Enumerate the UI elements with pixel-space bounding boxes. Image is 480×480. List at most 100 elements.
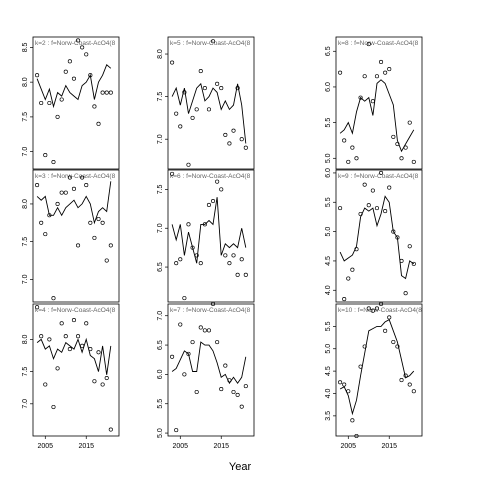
observed-point bbox=[202, 86, 207, 91]
observed-point bbox=[67, 347, 72, 352]
observed-point bbox=[219, 187, 224, 192]
observed-point bbox=[174, 111, 179, 116]
observed-point bbox=[407, 120, 412, 125]
observed-point bbox=[198, 69, 203, 74]
y-tick-label: 8.5 bbox=[22, 42, 29, 52]
y-tick-label: 7.5 bbox=[22, 112, 29, 122]
y-tick-label: 6.5 bbox=[325, 46, 332, 56]
observed-point bbox=[96, 350, 101, 355]
observed-point bbox=[223, 132, 228, 137]
observed-point bbox=[403, 291, 408, 296]
panel-frame bbox=[335, 169, 423, 303]
observed-point bbox=[202, 328, 207, 333]
observed-point bbox=[84, 183, 89, 188]
observed-point bbox=[75, 334, 81, 339]
observed-point bbox=[395, 235, 400, 240]
observed-point bbox=[206, 328, 212, 333]
observed-point bbox=[104, 258, 109, 263]
observed-point bbox=[342, 297, 347, 302]
observed-point bbox=[231, 389, 236, 395]
observed-point bbox=[202, 222, 207, 227]
y-tick-label: 5.5 bbox=[325, 197, 332, 207]
observed-point bbox=[395, 344, 400, 349]
y-tick-label: 7.0 bbox=[22, 147, 29, 157]
panel-frame bbox=[167, 169, 255, 303]
observed-point bbox=[186, 351, 191, 356]
observed-point bbox=[63, 69, 68, 74]
observed-point bbox=[243, 145, 248, 150]
y-tick-label: 7.5 bbox=[157, 184, 164, 194]
y-tick-label: 5.0 bbox=[325, 153, 332, 163]
observed-point bbox=[370, 188, 375, 193]
observed-point bbox=[383, 209, 388, 214]
observed-point bbox=[378, 59, 384, 65]
observed-point bbox=[194, 253, 199, 258]
observed-point bbox=[223, 253, 228, 258]
observed-point bbox=[55, 114, 60, 119]
observed-point bbox=[407, 244, 412, 249]
y-tick-label: 8.0 bbox=[22, 77, 29, 87]
observed-point bbox=[190, 245, 195, 250]
observed-point bbox=[67, 175, 72, 180]
y-tick-label: 5.5 bbox=[325, 321, 332, 331]
observed-point bbox=[75, 38, 81, 43]
observed-point bbox=[350, 145, 355, 150]
y-tick-label: 7.0 bbox=[157, 134, 164, 144]
y-tick-label: 5.0 bbox=[157, 428, 164, 438]
observed-point bbox=[182, 296, 187, 301]
observed-point bbox=[92, 104, 97, 109]
observed-point bbox=[346, 159, 351, 164]
observed-point bbox=[104, 375, 109, 381]
y-tick-label: 7.0 bbox=[157, 311, 164, 321]
observed-point bbox=[378, 301, 384, 307]
observed-point bbox=[362, 182, 367, 187]
y-tick-label: 4.5 bbox=[325, 366, 332, 376]
observed-point bbox=[100, 90, 105, 95]
panel-strip-label: k=9 : f=Norw-Coast-AcO4(8 bbox=[338, 173, 419, 180]
fitted-line bbox=[171, 341, 247, 385]
panel-frame bbox=[32, 303, 120, 437]
observed-point bbox=[215, 179, 220, 184]
observed-point bbox=[411, 261, 416, 266]
observed-point bbox=[370, 99, 375, 104]
fitted-line bbox=[339, 79, 415, 153]
fitted-line bbox=[171, 82, 247, 144]
observed-point bbox=[235, 392, 240, 397]
observed-point bbox=[194, 389, 199, 395]
observed-point bbox=[374, 74, 380, 79]
observed-point bbox=[210, 301, 216, 307]
observed-point bbox=[354, 433, 359, 439]
x-tick-label: 2005 bbox=[340, 443, 356, 450]
observed-point bbox=[354, 247, 359, 252]
observed-point bbox=[403, 373, 408, 378]
y-tick-label: 5.0 bbox=[325, 227, 332, 237]
observed-point bbox=[92, 235, 97, 240]
observed-point bbox=[206, 107, 212, 112]
observed-point bbox=[235, 272, 240, 277]
observed-point bbox=[231, 128, 236, 133]
observed-point bbox=[391, 229, 396, 234]
observed-point bbox=[239, 404, 244, 409]
y-tick-label: 6.0 bbox=[157, 369, 164, 379]
observed-point bbox=[71, 76, 77, 81]
y-tick-label: 6.5 bbox=[157, 262, 164, 272]
observed-point bbox=[358, 364, 363, 369]
observed-point bbox=[43, 153, 48, 158]
observed-point bbox=[399, 258, 404, 263]
observed-point bbox=[411, 389, 416, 394]
observed-point bbox=[210, 199, 216, 204]
observed-point bbox=[235, 86, 240, 91]
fitted-line bbox=[36, 64, 112, 109]
observed-point bbox=[354, 156, 359, 161]
observed-point bbox=[80, 175, 85, 180]
observed-point bbox=[178, 257, 183, 262]
observed-point bbox=[104, 90, 109, 95]
observed-point bbox=[350, 267, 355, 272]
observed-point bbox=[370, 308, 375, 313]
observed-point bbox=[43, 382, 48, 387]
observed-point bbox=[206, 202, 212, 207]
y-tick-label: 4.5 bbox=[325, 256, 332, 266]
observed-point bbox=[219, 86, 224, 91]
observed-point bbox=[358, 211, 363, 217]
observed-point bbox=[63, 190, 68, 195]
